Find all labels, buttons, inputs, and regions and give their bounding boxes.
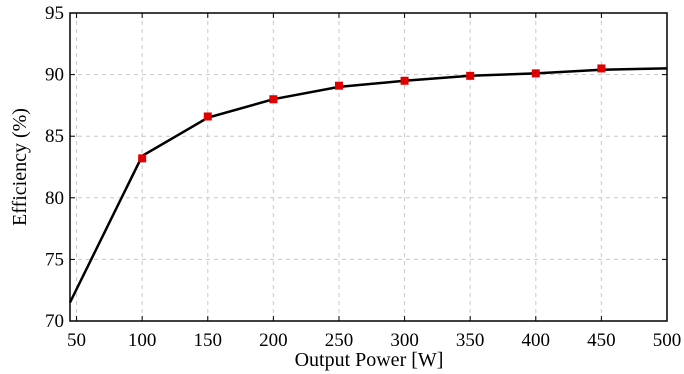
x-tick-label: 450 (587, 330, 616, 351)
efficiency-markers (138, 64, 606, 163)
data-point-marker (400, 76, 409, 85)
y-tick-label: 90 (45, 65, 64, 86)
plot-frame (69, 12, 668, 322)
grid-lines (70, 13, 667, 321)
y-tick-labels: 70 75 80 85 90 95 (45, 3, 64, 332)
data-point-marker (203, 112, 212, 121)
efficiency-line (68, 67, 668, 304)
x-tick-label: 250 (325, 330, 354, 351)
data-point-marker (138, 154, 147, 163)
y-tick-label: 95 (45, 3, 64, 24)
y-tick-label: 85 (45, 126, 64, 147)
x-tick-label: 150 (194, 330, 223, 351)
data-point-marker (334, 81, 343, 90)
x-axis-title: Output Power [W] (295, 349, 444, 371)
x-tick-label: 100 (128, 330, 157, 351)
data-point-marker (466, 71, 475, 80)
x-tick-labels: 50 100 150 200 250 300 350 400 450 500 (67, 330, 681, 351)
x-tick-label: 400 (522, 330, 551, 351)
data-point-marker (269, 95, 278, 104)
x-tick-label: 350 (456, 330, 485, 351)
data-point-marker (597, 64, 606, 73)
x-tick-label: 50 (67, 330, 86, 351)
y-tick-label: 70 (45, 311, 64, 332)
y-tick-label: 75 (45, 249, 64, 270)
data-point-marker (531, 69, 540, 78)
y-tick-label: 80 (45, 188, 64, 209)
x-tick-label: 300 (390, 330, 419, 351)
x-tick-label: 500 (653, 330, 682, 351)
x-tick-label: 200 (259, 330, 288, 351)
axis-ticks (70, 12, 668, 322)
y-axis-title: Efficiency (%) (9, 108, 31, 226)
